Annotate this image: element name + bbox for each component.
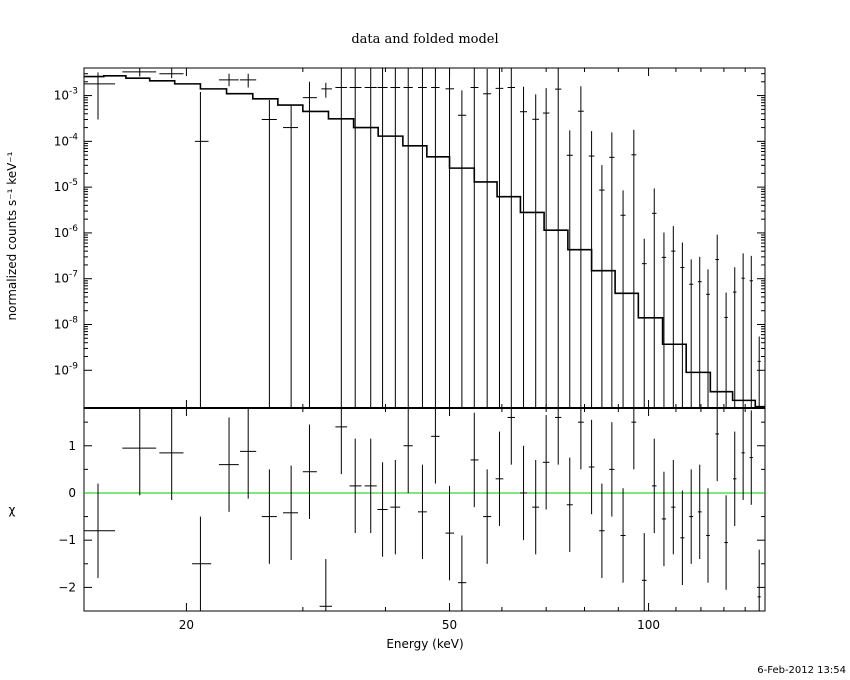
residual-y-tick-label: 0 bbox=[68, 486, 76, 500]
top-plot-area bbox=[84, 68, 765, 408]
top-panel: 10-3 10-4 10-5 10-6 10-7 10-8 10-9 bbox=[54, 67, 766, 409]
top-y-tick-label: 10-4 bbox=[54, 132, 79, 148]
residual-panel: 20 50 100 −2 −1 0 1 bbox=[58, 407, 766, 632]
residual-y-tick-label: −2 bbox=[58, 580, 76, 594]
residual-plot-area bbox=[84, 408, 765, 611]
top-y-tick-label: 10-7 bbox=[54, 270, 78, 286]
residual-plot-frame bbox=[83, 407, 766, 612]
model-step-line bbox=[84, 75, 765, 408]
x-tick-label: 50 bbox=[442, 618, 457, 632]
chart-title: data and folded model bbox=[351, 32, 498, 47]
timestamp: 6-Feb-2012 13:54 bbox=[757, 665, 846, 676]
top-y-tick-label: 10-3 bbox=[54, 87, 78, 103]
top-plot-frame bbox=[83, 67, 766, 409]
residual-y-tick-label: −1 bbox=[58, 533, 76, 547]
residual-y-tick-label: 1 bbox=[68, 439, 76, 453]
x-axis-label: Energy (keV) bbox=[386, 637, 463, 651]
top-y-tick-label: 10-8 bbox=[54, 315, 79, 331]
top-y-tick-label: 10-9 bbox=[54, 361, 79, 377]
x-tick-label: 100 bbox=[637, 618, 660, 632]
top-y-axis-label: normalized counts s⁻¹ keV⁻¹ bbox=[5, 151, 19, 320]
residual-y-axis-label: χ bbox=[9, 503, 16, 517]
top-y-tick-label: 10-6 bbox=[54, 224, 79, 240]
top-y-tick-label: 10-5 bbox=[54, 178, 78, 194]
x-tick-label: 20 bbox=[179, 618, 194, 632]
